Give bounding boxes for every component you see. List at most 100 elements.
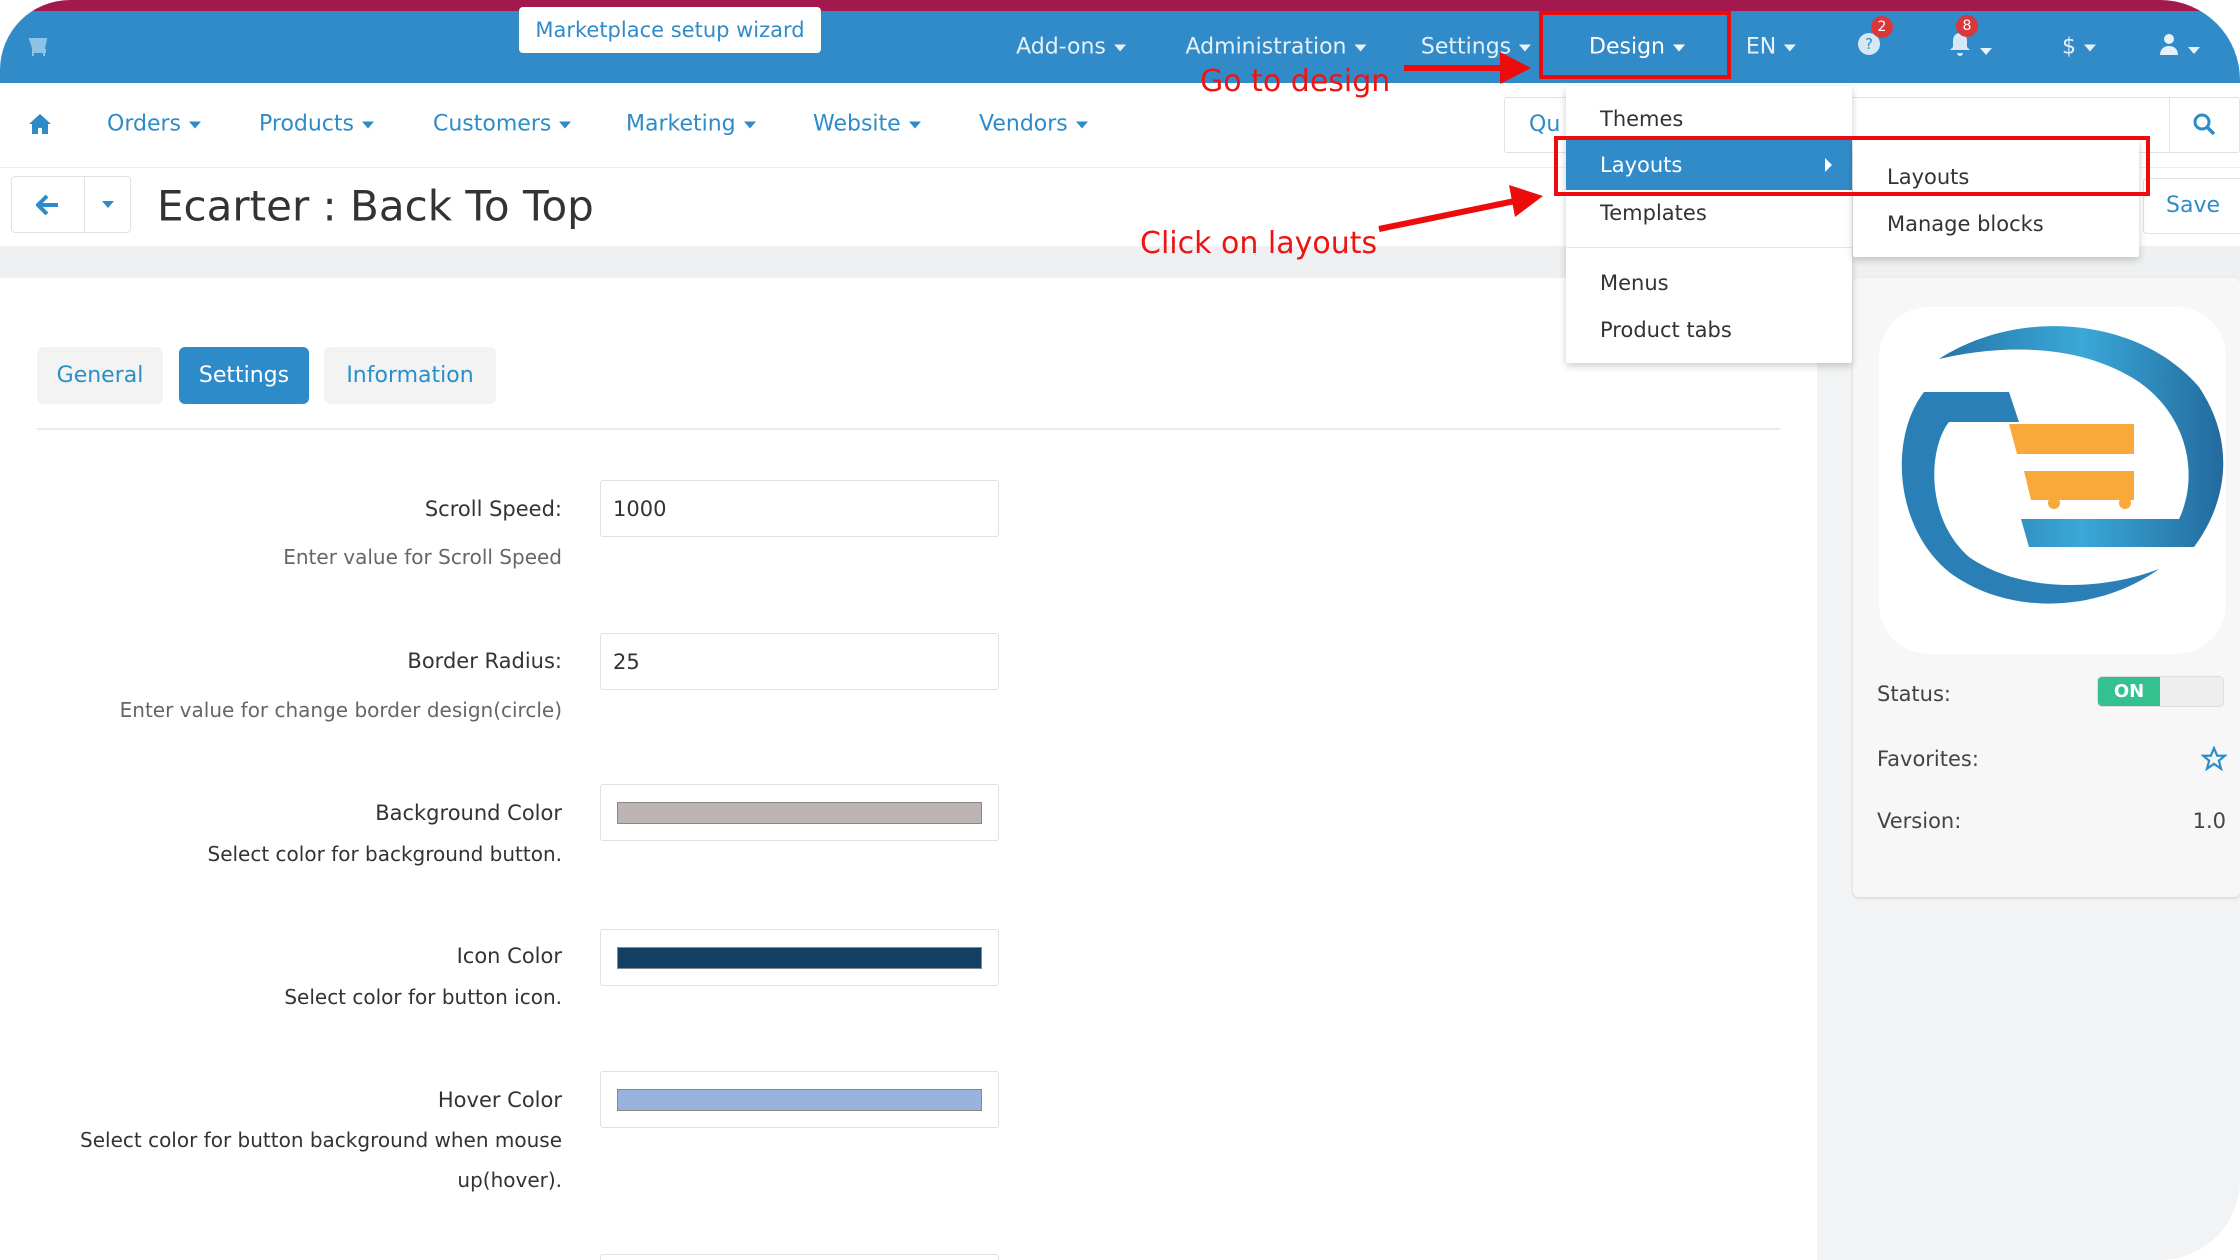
tab-general[interactable]: General	[37, 347, 163, 404]
caret-down-icon	[1519, 44, 1532, 51]
background-color-picker[interactable]	[600, 784, 999, 841]
favorites-label: Favorites:	[1877, 747, 1979, 771]
scroll-speed-label: Scroll Speed:	[424, 497, 562, 521]
icon-color-label: Icon Color	[456, 944, 562, 968]
status-toggle[interactable]: ON	[2097, 676, 2224, 707]
hover-color-help-line2: up(hover).	[457, 1168, 562, 1192]
menu-item-menus[interactable]: Menus	[1600, 271, 1669, 295]
user-menu[interactable]	[2158, 32, 2200, 62]
caret-down-icon	[908, 121, 921, 128]
currency-selector[interactable]: $	[2062, 35, 2096, 60]
help-button[interactable]: ? 2	[1857, 16, 1893, 62]
top-strip	[0, 0, 2240, 11]
help-badge: 2	[1871, 16, 1893, 38]
hover-color-picker[interactable]	[600, 1071, 999, 1128]
version-label: Version:	[1877, 809, 1962, 833]
caret-down-icon	[2188, 46, 2200, 54]
topnav-settings[interactable]: Settings	[1420, 34, 1532, 60]
caret-down-icon	[101, 201, 114, 208]
save-label: Save	[2166, 193, 2221, 218]
search-placeholder: Qu	[1529, 112, 1561, 137]
menu-divider	[1566, 247, 1852, 248]
home-icon[interactable]	[28, 113, 52, 135]
topnav-administration[interactable]: Administration	[1186, 35, 1367, 60]
background-color-swatch	[617, 802, 982, 824]
icon-color-picker[interactable]	[600, 929, 999, 986]
back-button[interactable]	[12, 177, 85, 232]
caret-down-icon	[559, 121, 572, 128]
caret-down-icon	[1672, 44, 1685, 51]
cart-icon[interactable]	[28, 36, 50, 58]
label: Administration	[1185, 34, 1347, 60]
submenu-item-manage-blocks[interactable]: Manage blocks	[1887, 212, 2044, 236]
caret-down-icon	[2084, 44, 2096, 51]
version-value: 1.0	[2192, 809, 2226, 833]
svg-text:?: ?	[1865, 35, 1873, 53]
label: Add-ons	[1016, 34, 1106, 60]
caret-down-icon	[1075, 121, 1088, 128]
menu-item-layouts[interactable]: Layouts	[1566, 140, 1852, 190]
nav-website[interactable]: Website	[813, 112, 921, 137]
nav-marketing[interactable]: Marketing	[626, 112, 756, 137]
scroll-speed-help: Enter value for Scroll Speed	[283, 545, 562, 569]
addon-logo	[1879, 307, 2226, 654]
annotation-arrows	[1378, 52, 1543, 232]
menu-item-templates[interactable]: Templates	[1600, 201, 1707, 225]
background-color-help: Select color for background button.	[207, 842, 563, 866]
submenu-item-layouts[interactable]: Layouts	[1887, 165, 1970, 189]
border-radius-label: Border Radius:	[407, 649, 562, 673]
label: Website	[813, 111, 901, 137]
caret-right-icon	[1825, 158, 1832, 172]
icon-color-help: Select color for button icon.	[284, 985, 562, 1009]
next-field-input[interactable]	[600, 1254, 999, 1260]
hover-color-label: Hover Color	[437, 1088, 562, 1112]
language-selector[interactable]: EN	[1745, 34, 1797, 60]
scroll-speed-input[interactable]: 1000	[600, 480, 999, 537]
menu-item-product-tabs[interactable]: Product tabs	[1600, 318, 1732, 342]
caret-down-icon	[188, 121, 201, 128]
tabs-divider	[37, 428, 1780, 430]
background-color-label: Background Color	[375, 801, 562, 825]
icon-color-swatch	[617, 947, 982, 969]
menu-item-themes[interactable]: Themes	[1600, 107, 1684, 131]
label: EN	[1745, 34, 1777, 60]
nav-products[interactable]: Products	[259, 112, 374, 137]
page-title: Ecarter : Back To Top	[157, 181, 594, 231]
marketplace-setup-wizard-button[interactable]: Marketplace setup wizard	[519, 7, 821, 53]
notifications-button[interactable]: 8	[1948, 15, 1992, 63]
layouts-submenu: Layouts Manage blocks	[1853, 140, 2139, 257]
hover-color-swatch	[617, 1089, 982, 1111]
caret-down-icon	[1354, 44, 1367, 51]
help-icon: ?	[1858, 33, 1880, 55]
tab-information[interactable]: Information	[324, 347, 496, 404]
nav-customers[interactable]: Customers	[433, 112, 572, 137]
border-radius-help: Enter value for change border design(cir…	[119, 698, 562, 722]
save-button[interactable]: Save	[2143, 178, 2240, 234]
caret-down-icon	[362, 121, 374, 128]
status-toggle-on: ON	[2098, 677, 2160, 706]
bell-icon	[1950, 33, 1970, 56]
tab-settings[interactable]: Settings	[179, 347, 309, 404]
arrow-left-icon	[36, 194, 58, 215]
nav-orders[interactable]: Orders	[107, 112, 201, 137]
border-radius-input[interactable]: 25	[600, 633, 999, 690]
annotation-box-design	[1539, 11, 1731, 79]
label: Settings	[1420, 34, 1512, 60]
nav-vendors[interactable]: Vendors	[979, 112, 1088, 137]
history-dropdown-button[interactable]	[85, 177, 130, 232]
label: Orders	[107, 111, 181, 137]
label: Vendors	[979, 111, 1068, 137]
star-icon[interactable]	[2201, 746, 2227, 772]
design-dropdown: Themes Layouts Templates Menus Product t…	[1566, 86, 1852, 363]
caret-down-icon	[1980, 47, 1992, 55]
arrow-to-design	[1404, 52, 1531, 84]
arrow-to-layouts	[1378, 185, 1543, 232]
menu-item-layouts-label: Layouts	[1600, 153, 1683, 177]
caret-down-icon	[743, 121, 756, 128]
search-button[interactable]	[2169, 98, 2239, 152]
caret-down-icon	[1113, 44, 1126, 51]
search-icon	[2193, 113, 2216, 136]
topnav-add-ons[interactable]: Add-ons	[1016, 35, 1126, 60]
annotation-click-on-layouts: Click on layouts	[1140, 226, 1378, 261]
topnav-design[interactable]: Design	[1589, 35, 1685, 60]
